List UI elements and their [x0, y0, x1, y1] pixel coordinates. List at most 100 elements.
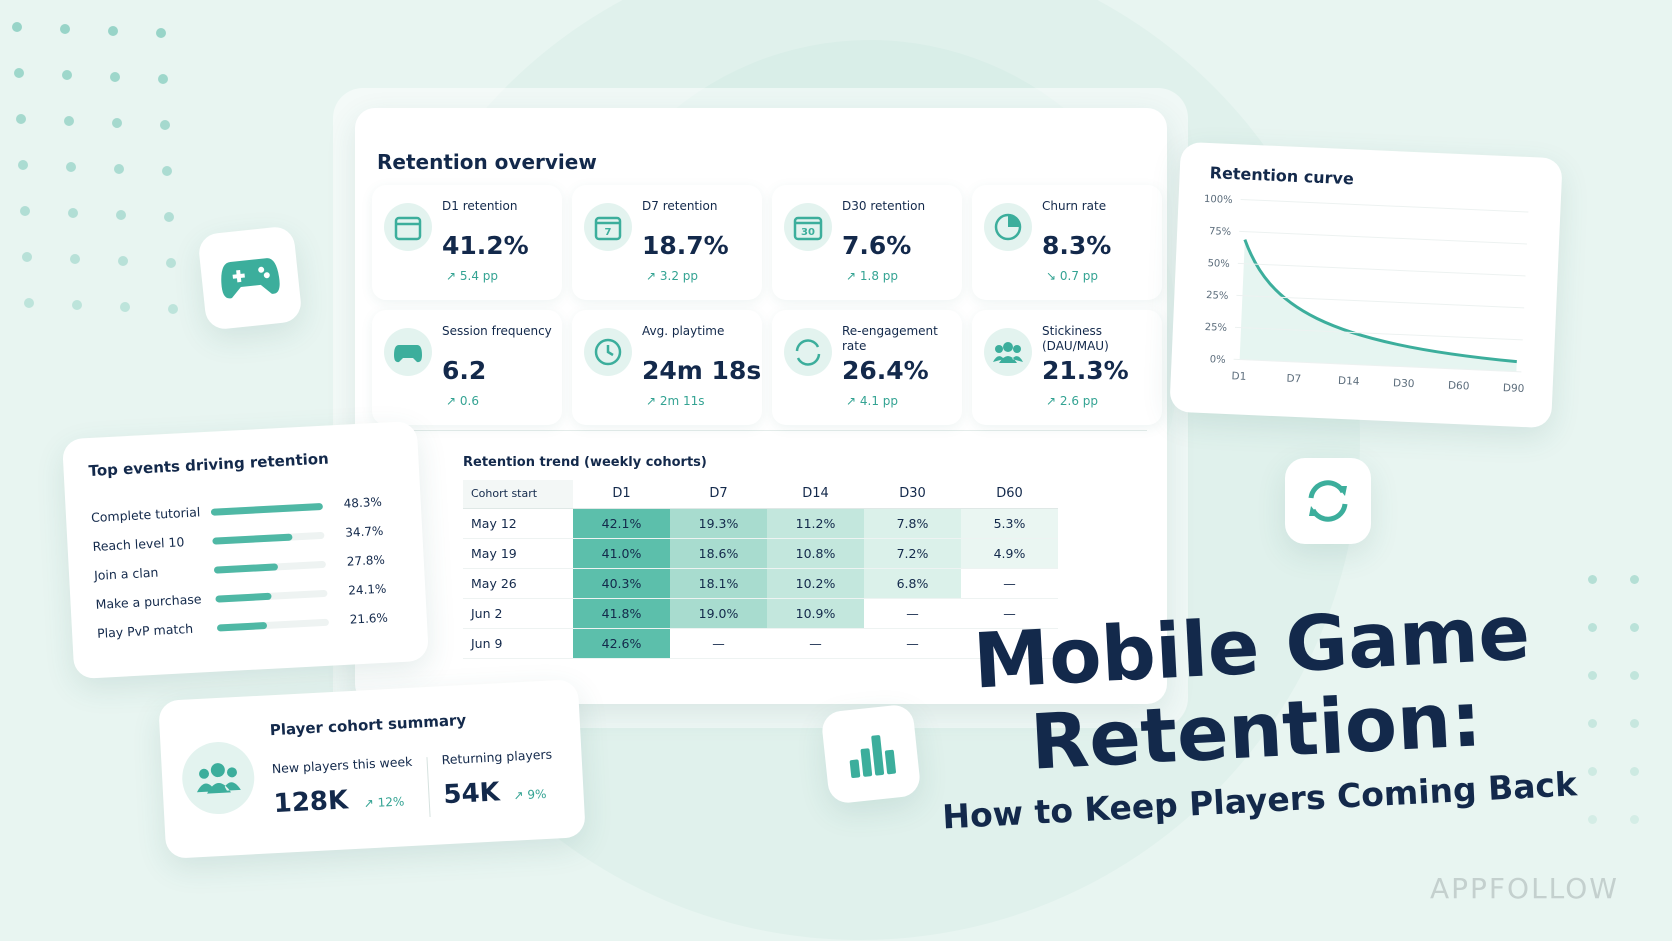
kpi-icon: 7 [584, 203, 632, 251]
kpi-change: ↗ 4.1 pp [846, 394, 899, 408]
table-row: Jun 2 41.8% 19.0% 10.9% — — [463, 599, 1058, 629]
row-label: May 26 [463, 569, 573, 598]
kpi-value: 8.3% [1042, 231, 1112, 260]
table-cell: 19.0% [670, 599, 767, 628]
x-tick-label: D30 [1393, 377, 1415, 390]
dot [120, 302, 130, 312]
kpi-value: 41.2% [442, 231, 529, 260]
icon-glyph: 7 [594, 216, 622, 241]
icon-glyph [994, 213, 1022, 241]
y-tick-label: 0% [1209, 354, 1225, 366]
refresh-tile [1285, 458, 1371, 544]
table-cell: 42.6% [573, 629, 670, 658]
kpi-tile: 7 D7 retention 18.7% ↗ 3.2 pp [572, 185, 762, 300]
column-header: Cohort start [463, 480, 573, 508]
icon-shape [1013, 345, 1021, 353]
icon-label: 7 [605, 227, 612, 238]
kpi-change: ↗ 5.4 pp [446, 269, 499, 283]
row-label: May 19 [463, 539, 573, 568]
dot [22, 252, 32, 262]
bar [216, 621, 268, 632]
icon-shape [793, 216, 823, 241]
grid-line [1237, 262, 1526, 277]
row-label: Jun 2 [463, 599, 573, 628]
gamepad-tile [197, 225, 303, 331]
kpi-icon [784, 328, 832, 376]
dot [108, 26, 118, 36]
stat-value: 128K [272, 785, 349, 820]
y-tick-label: 75% [1209, 226, 1232, 238]
events-title: Top events driving retention [88, 449, 330, 481]
kpi-label: D1 retention [442, 199, 518, 213]
events-card: Top events driving retention Complete tu… [61, 420, 430, 680]
table-row: May 12 42.1% 19.3% 11.2% 7.8% 5.3% [463, 509, 1058, 539]
kpi-label: Avg. playtime [642, 324, 725, 338]
grid-line [1236, 294, 1525, 309]
x-tick-label: D14 [1338, 375, 1360, 388]
headline: Mobile Game Retention: How to Keep Playe… [925, 588, 1585, 837]
kpi-icon [384, 203, 432, 251]
kpi-value: 24m 18s [642, 356, 762, 385]
dot [70, 254, 80, 264]
kpi-tile: Session frequency 6.2 ↗ 0.6 [372, 310, 562, 425]
kpi-tile: Avg. playtime 24m 18s ↗ 2m 11s [572, 310, 762, 425]
kpi-change: ↗ 2.6 pp [1046, 394, 1099, 408]
bar [210, 502, 324, 516]
x-tick-label: D60 [1448, 380, 1470, 393]
icon-glyph [594, 338, 622, 366]
table-header: Cohort start D1 D7 D14 D30 D60 [463, 480, 1058, 509]
overview-title: Retention overview [377, 150, 597, 174]
icon-glyph [795, 339, 821, 366]
dot [1630, 575, 1639, 584]
dot [1630, 767, 1639, 776]
dot [118, 256, 128, 266]
dot [1588, 623, 1597, 632]
dot [62, 70, 72, 80]
kpi-tile: D1 retention 41.2% ↗ 5.4 pp [372, 185, 562, 300]
table-cell: 18.1% [670, 569, 767, 598]
kpi-label: Churn rate [1042, 199, 1107, 213]
event-label: Make a purchase [95, 591, 202, 612]
kpi-icon [584, 328, 632, 376]
grid-line [1235, 326, 1523, 341]
dot [164, 212, 174, 222]
bar [212, 533, 294, 545]
x-tick-label: D90 [1503, 382, 1525, 395]
table-cell: 40.3% [573, 569, 670, 598]
table-cell: 19.3% [670, 509, 767, 538]
column-header: D60 [996, 486, 1023, 501]
grid-line [1233, 358, 1522, 373]
table-row: Jun 9 42.6% — — — [463, 629, 1058, 659]
dot [1630, 623, 1639, 632]
event-value: 21.6% [349, 610, 389, 627]
dot [66, 162, 76, 172]
row-label: Jun 9 [463, 629, 573, 658]
table-title: Retention trend (weekly cohorts) [463, 455, 707, 470]
cohort-card: Player cohort summary New players this w… [158, 679, 586, 859]
bar [213, 563, 279, 574]
stat-change: ↗ 12% [363, 794, 405, 811]
divider [426, 757, 431, 818]
trend-table: Retention trend (weekly cohorts) Cohort … [463, 455, 1058, 659]
gamepad-glyph [221, 258, 280, 299]
dot [12, 22, 22, 32]
cohort-title: Player cohort summary [269, 711, 467, 740]
kpi-change: ↗ 2m 11s [646, 394, 705, 408]
event-label: Reach level 10 [92, 534, 185, 554]
dot [162, 166, 172, 176]
table-cell: 5.3% [961, 509, 1058, 538]
dot [14, 68, 24, 78]
kpi-change: ↗ 0.6 [446, 394, 479, 408]
curve-area [1239, 239, 1517, 372]
stat-change: ↗ 9% [513, 786, 547, 803]
row-label: May 12 [463, 509, 573, 538]
dot [68, 208, 78, 218]
kpi-value: 7.6% [842, 231, 912, 260]
dot [16, 114, 26, 124]
dot [1588, 815, 1597, 824]
players-icon [180, 740, 257, 816]
column-header: D14 [802, 486, 829, 501]
people-glyph [196, 763, 241, 794]
dot [20, 206, 30, 216]
kpi-tile: 30 D30 retention 7.6% ↗ 1.8 pp [772, 185, 962, 300]
